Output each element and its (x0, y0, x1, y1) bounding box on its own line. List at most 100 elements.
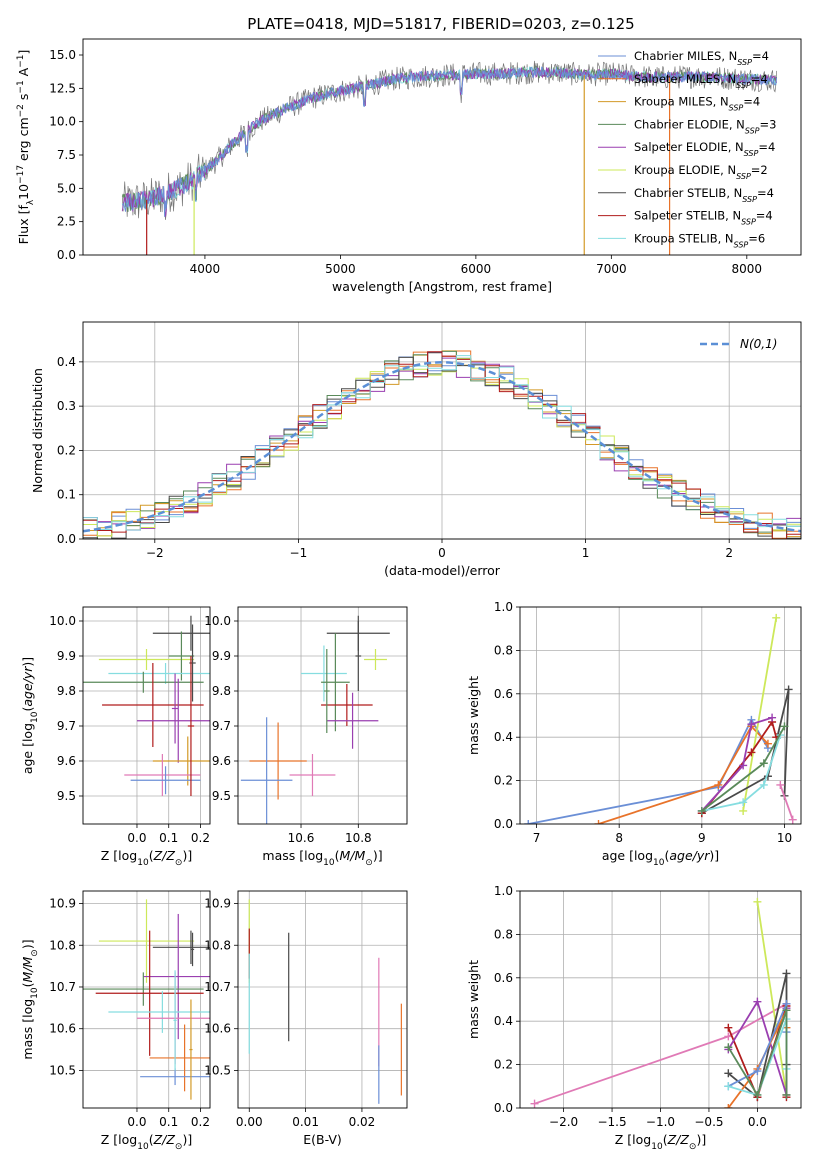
mass_vs_Z-ytick-label: 10.7 (49, 980, 76, 994)
age_vs_Z-xtick-label: 0.0 (127, 831, 146, 845)
age_vs_Z-ytick-label: 9.8 (57, 684, 76, 698)
weight-point-marker (739, 806, 748, 815)
weight-point-marker (530, 1099, 539, 1108)
mass_vs_Z-ytick-label: 10.5 (49, 1063, 76, 1077)
spectrum-axes: 4000 5000 6000 7000 8000 0.0 2.5 5.0 7.5 10.0 12.5… (49, 48, 762, 276)
weight-point-marker (594, 820, 603, 824)
weight_vs_age-ytick-label: 0.8 (494, 643, 513, 657)
weight_vs_age-xtick-label: 8 (615, 831, 623, 845)
mass_vs_Z-xtick-label: 0.2 (191, 1115, 210, 1129)
age_vs_Z-errorbars (83, 615, 210, 796)
weight_vs_Z-ytick-label: 0.4 (494, 1014, 513, 1028)
weight_vs_Z-xtick-label: −0.5 (694, 1115, 723, 1129)
age_vs_Z-ytick-label: 9.6 (57, 754, 76, 768)
age_vs_mass-frame (237, 606, 408, 825)
weight-point-marker (739, 798, 748, 807)
mass_vs_ebv-ytick-label: 10.8 (204, 938, 231, 952)
age_vs_mass-ytick-label: 9.6 (212, 754, 231, 768)
spectrum-xtick-label: 8000 (732, 262, 763, 276)
weight-point-marker (724, 1082, 733, 1091)
residuals-xtick-label: 2 (725, 546, 733, 560)
residuals-ytick-label: 0.4 (57, 355, 76, 369)
weight-point-marker (776, 780, 785, 789)
mass_vs_ebv-ytick-label: 10.6 (204, 1022, 231, 1036)
weight-point-marker (724, 1069, 733, 1078)
weight_vs_age-xlabel: age [log10(age/yr)] (602, 848, 719, 868)
weight_vs_Z-ytick-label: 1.0 (494, 884, 513, 898)
residuals-xlabel: (data-model)/error (384, 563, 501, 578)
weight-point-marker (747, 720, 756, 729)
mass_vs_Z-axes: 0.0 0.1 0.2 10.5 10.6 10.7 10.8 10.9 (49, 891, 210, 1129)
spectrum-ytick-label: 15.0 (49, 48, 76, 62)
age_vs_Z-ytick-label: 9.5 (57, 789, 76, 803)
weight-series-line (756, 901, 788, 1096)
mass_vs_Z-ytick-label: 10.9 (49, 897, 76, 911)
weight-point-marker (724, 1023, 733, 1032)
weight-series-line (701, 689, 790, 814)
residuals-xtick-label: −1 (290, 546, 308, 560)
weight-series-line (742, 617, 778, 812)
legend-entry: Kroupa ELODIE, NSSP=2 (634, 163, 768, 181)
weight-point-marker (782, 1006, 791, 1015)
mass_vs_ebv-ytick-label: 10.7 (204, 980, 231, 994)
reference-legend-label: N(0,1) (740, 337, 777, 351)
age_vs_mass-ytick-label: 9.5 (212, 789, 231, 803)
weight-point-marker (697, 806, 706, 815)
weight-point-marker (768, 713, 777, 722)
spectrum-frame (82, 38, 802, 256)
spectrum-legend: Chabrier MILES, NSSP=4 Salpeter MILES, NS… (598, 49, 776, 249)
mass_vs_ebv-xtick-label: 0.02 (349, 1115, 376, 1129)
age_vs_Z-ytick-label: 10.0 (49, 614, 76, 628)
residual-histograms (83, 350, 801, 539)
weight-point-marker (772, 613, 781, 622)
weight_vs_age-ytick-label: 0.6 (494, 687, 513, 701)
legend-entry: Chabrier MILES, NSSP=4 (634, 49, 769, 67)
spectrum-xtick-label: 5000 (325, 262, 356, 276)
legend-entry: Salpeter STELIB, NSSP=4 (634, 209, 773, 227)
legend-entry: Kroupa MILES, NSSP=4 (634, 95, 760, 113)
legend-entry: Chabrier STELIB, NSSP=4 (634, 186, 774, 204)
weight-point-marker (724, 1104, 733, 1108)
spectrum-ytick-label: 0.0 (57, 248, 76, 262)
spectrum-ytick-label: 12.5 (49, 81, 76, 95)
weight_vs_age-xtick-label: 9 (698, 831, 706, 845)
weight-point-marker (759, 780, 768, 789)
weight-point-marker (763, 739, 772, 748)
mass_vs_Z-xlabel: Z [log10(Z/Z⊙)] (101, 1132, 192, 1152)
age_vs_Z-xtick-label: 0.1 (159, 831, 178, 845)
weight-point-marker (788, 815, 797, 824)
weight-point-marker (753, 997, 762, 1006)
weight-point-marker (753, 1090, 762, 1099)
weight_vs_age-ytick-label: 0.2 (494, 774, 513, 788)
residual-histogram (83, 355, 801, 539)
weight-series-line (779, 784, 794, 821)
spectrum-ytick-label: 5.0 (57, 181, 76, 195)
mass_vs_ebv-axes: 0.00 0.01 0.02 10.5 10.6 10.7 10.8 10.9 (204, 891, 407, 1129)
age_vs_mass-ytick-label: 9.9 (212, 649, 231, 663)
residuals-ytick-label: 0.1 (57, 488, 76, 502)
spectrum-model-line (122, 66, 778, 217)
spectrum-xtick-label: 6000 (461, 262, 492, 276)
residuals-ylabel: Normed distribution (30, 368, 45, 493)
spectrum-ytick-label: 10.0 (49, 115, 76, 129)
weight_vs_Z-xtick-label: −1.5 (597, 1115, 626, 1129)
mass_vs_Z-ylabel: mass [log10(M/M⊙)] (20, 939, 40, 1059)
mass_vs_Z-xtick-label: 0.0 (127, 1115, 146, 1129)
weight_vs_age-ytick-label: 1.0 (494, 600, 513, 614)
age_vs_mass-axes: 10.6 10.8 9.5 9.6 9.7 9.8 9.9 10.0 (204, 607, 407, 845)
age_vs_Z-ytick-label: 9.9 (57, 649, 76, 663)
residuals-xtick-label: 1 (582, 546, 590, 560)
weight_vs_age-xtick-label: 10 (777, 831, 792, 845)
weight-series-line (701, 716, 773, 812)
weight_vs_Z-ytick-label: 0.0 (494, 1101, 513, 1115)
weight-point-marker (747, 748, 756, 757)
spectrum-lines (121, 60, 778, 255)
residuals-ytick-label: 0.2 (57, 443, 76, 457)
residuals-ytick-label: 0.3 (57, 399, 76, 413)
spectrum-xtick-label: 4000 (190, 262, 221, 276)
weight_vs_Z-xtick-label: 0.0 (748, 1115, 767, 1129)
weight_vs_age-ytick-label: 0.0 (494, 817, 513, 831)
mass_vs_Z-xtick-label: 0.1 (159, 1115, 178, 1129)
residuals-frame (82, 321, 802, 540)
